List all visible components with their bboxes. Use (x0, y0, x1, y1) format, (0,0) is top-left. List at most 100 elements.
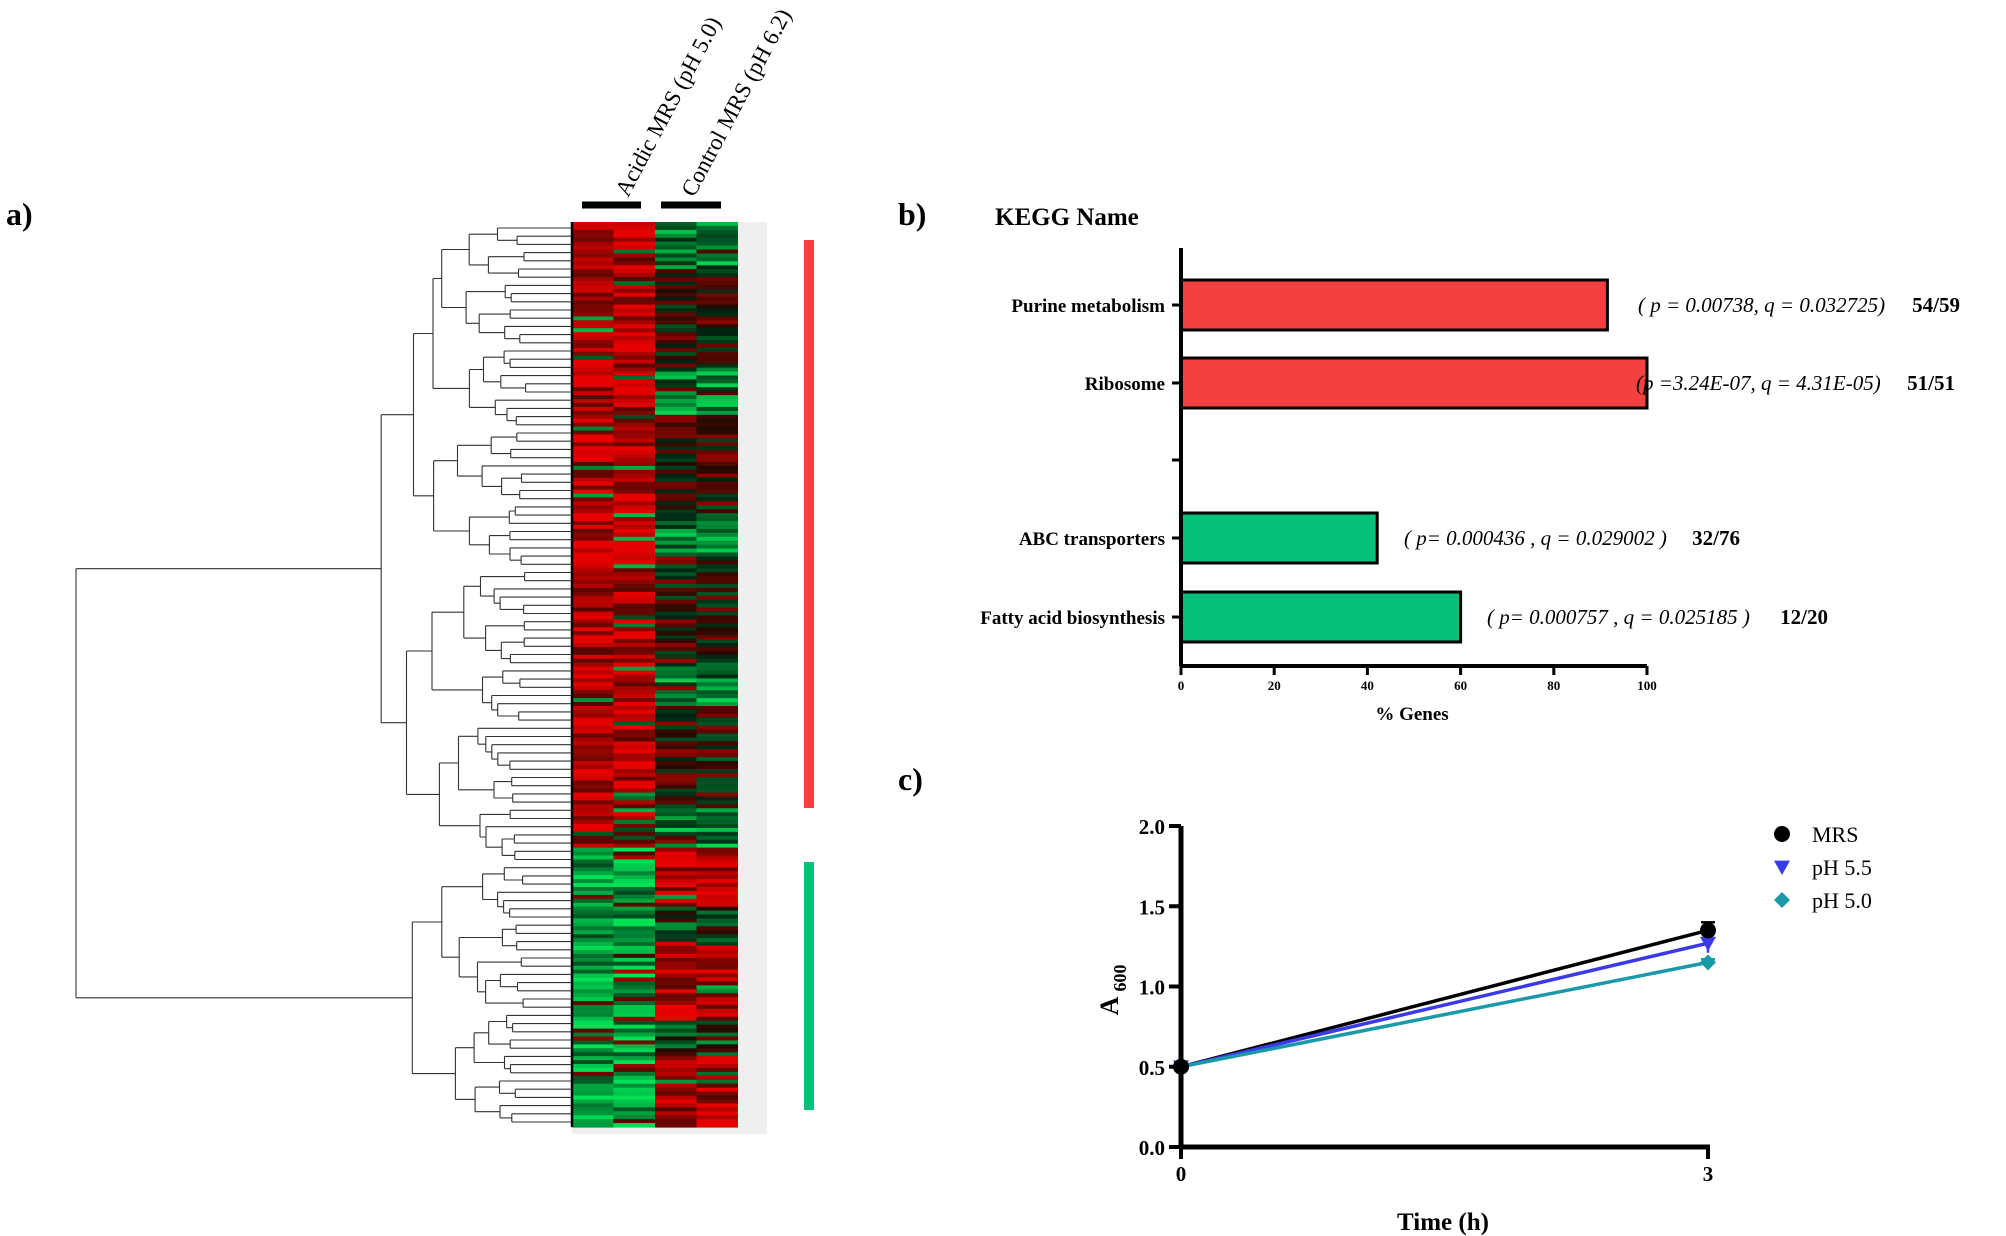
heatmap-cell-down-202-2 (655, 1016, 697, 1022)
heatmap-cell-up-69-3 (696, 493, 738, 499)
heatmap-cell-up-115-3 (696, 674, 738, 680)
heatmap-cell-up-139-3 (696, 768, 738, 774)
heatmap-cell-down-226-2 (655, 1111, 697, 1116)
heatmap-cell-up-64-0 (572, 473, 614, 479)
heatmap-cell-up-91-3 (696, 580, 738, 585)
heatmap-cell-down-194-1 (613, 985, 655, 990)
heatmap-cell-down-167-0 (572, 879, 614, 884)
heatmap-cell-down-210-0 (572, 1048, 614, 1053)
heatmap-cell-up-95-3 (696, 595, 738, 601)
heatmap-cell-down-195-2 (655, 989, 697, 994)
heatmap-cell-down-202-3 (696, 1016, 738, 1022)
heatmap-cell-up-138-1 (613, 765, 655, 770)
heatmap-cell-up-122-1 (613, 702, 655, 707)
heatmap-cell-down-223-3 (696, 1099, 738, 1104)
heatmap-cell-up-149-3 (696, 808, 738, 813)
heatmap-cell-up-56-1 (613, 442, 655, 447)
heatmap-cell-up-124-0 (572, 709, 614, 715)
heatmap-cell-up-41-0 (572, 383, 614, 388)
heatmap-cell-down-177-3 (696, 918, 738, 923)
heatmap-cell-up-75-0 (572, 517, 614, 522)
heatmap-cell-up-69-1 (613, 493, 655, 499)
heatmap-cell-down-178-1 (613, 922, 655, 927)
heatmap-cell-down-227-0 (572, 1115, 614, 1120)
heatmap-cell-up-18-3 (696, 292, 738, 298)
heatmap-cell-up-134-2 (655, 749, 697, 754)
heatmap-cell-up-73-2 (655, 509, 697, 514)
heatmap-cell-up-75-3 (696, 517, 738, 522)
heatmap-cell-down-188-2 (655, 961, 697, 967)
kegg-x-tick-label: 40 (1361, 678, 1374, 693)
heatmap-cell-up-5-0 (572, 241, 614, 247)
heatmap-cell-up-57-2 (655, 446, 697, 451)
bar-gene-count: 51/51 (1907, 371, 1955, 395)
heatmap-cell-down-170-0 (572, 890, 614, 896)
heatmap-cell-up-83-2 (655, 548, 697, 554)
heatmap-cell-up-93-3 (696, 587, 738, 593)
heatmap-cell-up-71-2 (655, 501, 697, 506)
heatmap-cell-up-33-1 (613, 351, 655, 357)
heatmap-cell-up-152-2 (655, 820, 697, 825)
heatmap-cell-down-210-2 (655, 1048, 697, 1053)
heatmap-cell-up-84-2 (655, 552, 697, 558)
heatmap-cell-up-66-0 (572, 481, 614, 487)
heatmap-cell-up-141-1 (613, 776, 655, 782)
heatmap-cell-up-24-3 (696, 316, 738, 321)
heatmap-cell-down-220-0 (572, 1087, 614, 1093)
heatmap-cell-up-158-3 (696, 843, 738, 849)
heatmap-cell-up-126-0 (572, 717, 614, 723)
heatmap-cell-up-36-2 (655, 363, 697, 369)
heatmap-cell-down-223-0 (572, 1099, 614, 1104)
heatmap-cell-up-19-0 (572, 296, 614, 302)
heatmap-cell-up-128-1 (613, 725, 655, 731)
heatmap-cell-up-80-0 (572, 536, 614, 542)
heatmap-cell-down-194-3 (696, 985, 738, 990)
heatmap-cell-up-132-3 (696, 741, 738, 746)
heatmap-cell-up-122-3 (696, 702, 738, 707)
heatmap-cell-up-134-1 (613, 749, 655, 754)
heatmap-cell-up-79-0 (572, 532, 614, 538)
heatmap-cell-up-9-2 (655, 257, 697, 262)
heatmap-cell-up-21-2 (655, 304, 697, 310)
heatmap-cell-up-79-2 (655, 532, 697, 538)
heatmap-cell-up-31-2 (655, 343, 697, 349)
heatmap-cell-down-203-0 (572, 1020, 614, 1026)
heatmap-cell-up-8-1 (613, 253, 655, 259)
heatmap-cell-up-77-0 (572, 524, 614, 530)
heatmap-cell-up-10-1 (613, 261, 655, 266)
heatmap-cell-down-184-1 (613, 946, 655, 951)
heatmap-cell-up-61-3 (696, 462, 738, 467)
heatmap-cell-up-68-0 (572, 489, 614, 495)
heatmap-cell-down-198-3 (696, 1001, 738, 1006)
kegg-x-tick-label: 100 (1637, 678, 1657, 693)
heatmap-cell-up-85-1 (613, 556, 655, 561)
heatmap-cell-up-15-3 (696, 281, 738, 286)
heatmap-cell-up-78-2 (655, 528, 697, 534)
heatmap-cell-up-114-1 (613, 670, 655, 676)
heatmap-cell-down-176-0 (572, 914, 614, 920)
heatmap-cell-down-206-2 (655, 1032, 697, 1038)
heatmap-cell-down-200-2 (655, 1008, 697, 1014)
heatmap-cell-down-199-1 (613, 1005, 655, 1010)
heatmap-cell-up-83-3 (696, 548, 738, 554)
heatmap-cell-up-56-0 (572, 442, 614, 447)
heatmap-cell-up-86-0 (572, 560, 614, 565)
heatmap-cell-up-101-2 (655, 619, 697, 624)
heatmap-cell-up-122-0 (572, 702, 614, 707)
heatmap-cell-down-198-0 (572, 1001, 614, 1006)
heatmap-cell-down-166-1 (613, 875, 655, 880)
heatmap-cell-up-7-2 (655, 249, 697, 255)
heatmap-cell-down-203-3 (696, 1020, 738, 1026)
heatmap-cell-up-28-2 (655, 332, 697, 337)
heatmap-cell-up-25-0 (572, 320, 614, 325)
heatmap-cell-up-79-1 (613, 532, 655, 538)
heatmap-cell-down-174-0 (572, 906, 614, 912)
heatmap-cell-down-217-3 (696, 1075, 738, 1081)
heatmap-cell-down-169-1 (613, 886, 655, 892)
heatmap-cell-up-93-1 (613, 587, 655, 593)
heatmap-cell-up-111-3 (696, 658, 738, 664)
heatmap-cell-down-172-3 (696, 898, 738, 904)
heatmap-cell-down-173-1 (613, 902, 655, 908)
heatmap-cell-up-68-1 (613, 489, 655, 495)
heatmap-cell-down-214-2 (655, 1064, 697, 1069)
